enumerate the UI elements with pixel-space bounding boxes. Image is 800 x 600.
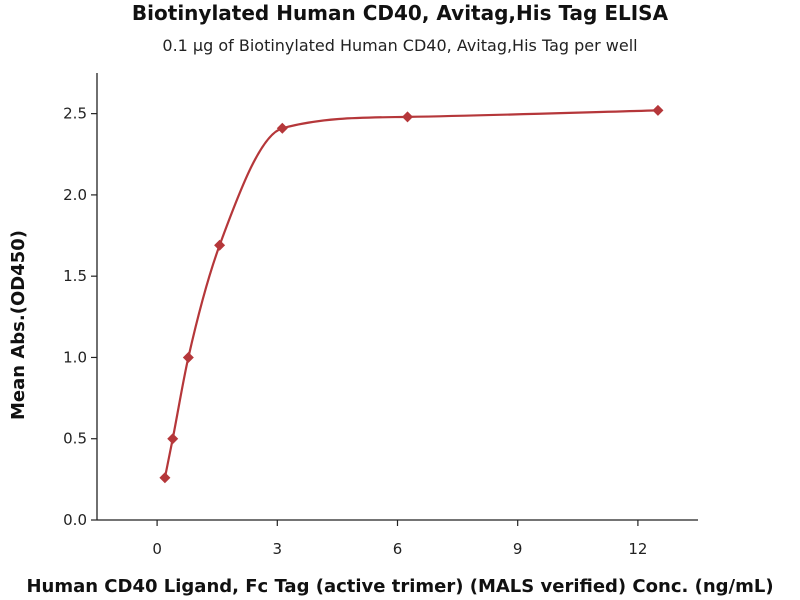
x-tick-label: 0 [152,540,162,558]
data-points [159,104,664,484]
x-tick-label: 9 [513,540,523,558]
data-point [182,351,194,363]
x-axis-label: Human CD40 Ligand, Fc Tag (active trimer… [26,576,773,597]
data-point [402,111,414,123]
chart-title: Biotinylated Human CD40, Avitag,His Tag … [132,1,669,25]
y-tick-label: 2.0 [63,186,87,204]
data-point [167,433,179,445]
fit-curve [163,109,658,478]
data-point [159,472,171,484]
y-axis-label: Mean Abs.(OD450) [8,230,29,420]
x-tick-label: 12 [628,540,647,558]
x-axis-ticks: 0 3 6 9 12 [152,520,647,558]
y-tick-label: 2.5 [63,105,87,123]
y-tick-label: 0.0 [63,511,87,529]
y-tick-label: 0.5 [63,430,87,448]
axes [96,73,698,521]
data-point [652,104,664,116]
y-tick-label: 1.0 [63,348,87,366]
data-point [214,239,226,251]
y-axis-ticks: 0.0 0.5 1.0 1.5 2.0 2.5 [63,105,97,529]
chart-subtitle: 0.1 µg of Biotinylated Human CD40, Avita… [162,36,637,55]
x-tick-label: 6 [393,540,403,558]
y-tick-label: 1.5 [63,267,87,285]
data-point [276,122,288,134]
x-tick-label: 3 [273,540,283,558]
